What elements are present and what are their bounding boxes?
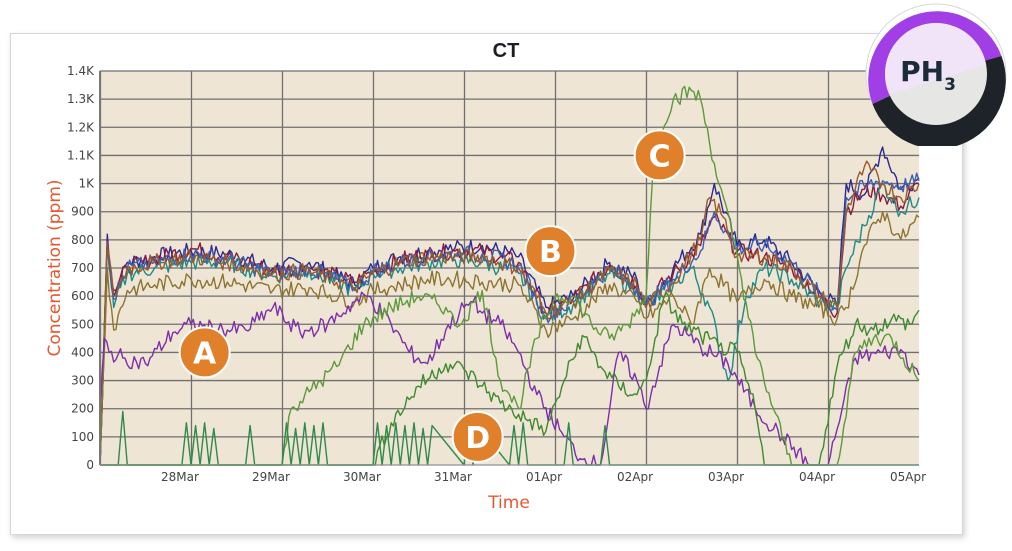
series-line-sensor-2 bbox=[99, 182, 920, 466]
annotation-marker-b bbox=[524, 225, 577, 278]
x-tick-label: 02Apr bbox=[617, 470, 653, 484]
y-tick-label: 1.1K bbox=[67, 148, 95, 162]
x-tick-label: 03Apr bbox=[708, 470, 744, 484]
y-tick-label: 300 bbox=[71, 374, 94, 388]
y-tick-label: 1K bbox=[78, 177, 95, 191]
x-tick-label: 30Mar bbox=[343, 470, 381, 484]
badge-formula: PH3 bbox=[900, 55, 956, 95]
series-line-sensor-10-spikes bbox=[100, 410, 919, 466]
x-tick-label: 28Mar bbox=[161, 470, 199, 484]
y-tick-label: 1.4K bbox=[67, 64, 95, 78]
y-tick-label: 800 bbox=[71, 233, 94, 247]
x-tick-label: 01Apr bbox=[526, 470, 562, 484]
y-tick-label: 1.2K bbox=[67, 120, 95, 134]
x-tick-label: 05Apr bbox=[890, 470, 926, 484]
y-axis-ticks: 0 100 200 300 400 500 600 700 800 900 1K 1.1K 1.2K 1.… bbox=[67, 64, 95, 472]
y-tick-label: 0 bbox=[86, 458, 94, 472]
y-tick-label: 900 bbox=[71, 205, 94, 219]
annotation-label: B bbox=[539, 235, 562, 270]
y-axis-label: Concentration (ppm) bbox=[45, 179, 65, 356]
annotation-markers: A B C D bbox=[178, 129, 686, 463]
y-tick-label: 700 bbox=[71, 261, 94, 275]
annotation-marker-a bbox=[178, 326, 231, 379]
annotation-label: D bbox=[465, 421, 490, 456]
x-tick-label: 31Mar bbox=[434, 470, 472, 484]
annotation-label: C bbox=[649, 139, 671, 174]
y-tick-label: 100 bbox=[71, 430, 94, 444]
annotation-label: A bbox=[193, 336, 217, 371]
y-tick-label: 500 bbox=[71, 317, 94, 331]
annotation-marker-d bbox=[451, 410, 504, 463]
chart-title: CT bbox=[492, 40, 520, 62]
x-axis-label: Time bbox=[487, 493, 530, 513]
y-tick-label: 1.3K bbox=[67, 92, 95, 106]
series-line-sensor-5 bbox=[99, 160, 920, 466]
x-tick-label: 29Mar bbox=[252, 470, 290, 484]
y-tick-label: 200 bbox=[71, 402, 94, 416]
x-axis-ticks: 28Mar 29Mar 30Mar 31Mar 01Apr 02Apr 03Apr 04Apr… bbox=[161, 470, 926, 484]
y-tick-label: 400 bbox=[71, 345, 94, 359]
annotation-marker-c bbox=[633, 129, 686, 182]
y-tick-label: 600 bbox=[71, 289, 94, 303]
ph3-badge: PH3 bbox=[865, 3, 1007, 146]
series-line-sensor-6 bbox=[99, 210, 920, 466]
x-tick-label: 04Apr bbox=[799, 470, 835, 484]
